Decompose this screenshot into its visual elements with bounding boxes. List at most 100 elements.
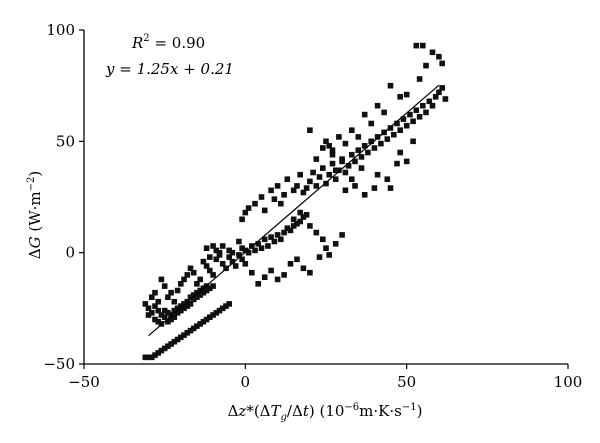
data-point	[349, 151, 355, 158]
data-point	[274, 183, 281, 189]
data-point	[342, 140, 349, 147]
data-point	[252, 200, 258, 207]
data-point	[290, 216, 297, 223]
data-point	[381, 109, 387, 116]
data-point	[168, 341, 174, 347]
data-point	[342, 169, 349, 176]
data-point	[416, 114, 423, 120]
data-point	[226, 254, 232, 260]
data-point	[152, 316, 158, 323]
data-point	[371, 145, 378, 151]
data-point	[339, 158, 345, 165]
y-tick-label: 50	[56, 132, 75, 150]
data-point	[416, 76, 423, 82]
data-point	[158, 276, 165, 283]
data-point	[165, 310, 171, 316]
data-point	[271, 196, 278, 202]
data-point	[358, 154, 365, 160]
data-point	[336, 167, 342, 174]
data-point	[229, 258, 236, 265]
data-point	[181, 332, 187, 338]
data-point	[397, 94, 403, 100]
data-point	[161, 283, 168, 289]
data-point	[161, 307, 168, 314]
data-point	[287, 261, 294, 267]
data-point	[274, 276, 281, 283]
data-point	[239, 245, 245, 251]
data-point	[368, 120, 374, 127]
data-point	[307, 269, 313, 276]
data-point	[352, 158, 358, 165]
data-point	[303, 185, 310, 191]
data-point	[297, 218, 303, 225]
data-point	[307, 127, 313, 133]
data-point	[394, 160, 400, 167]
data-point	[374, 171, 381, 178]
data-point	[242, 209, 249, 216]
data-point	[439, 60, 445, 67]
data-point	[219, 261, 226, 267]
data-point	[149, 354, 155, 361]
data-point	[200, 258, 207, 265]
data-point	[226, 301, 232, 307]
data-point	[320, 145, 326, 151]
data-point	[323, 138, 329, 145]
data-point	[142, 354, 149, 361]
y-tick-label: −50	[43, 355, 75, 373]
data-point	[255, 241, 261, 247]
data-point	[242, 261, 249, 267]
data-point	[161, 345, 168, 352]
data-point	[187, 265, 194, 272]
regression-line	[148, 84, 440, 337]
data-point	[342, 187, 349, 194]
data-point	[365, 149, 371, 156]
data-point	[197, 276, 203, 283]
data-point	[203, 316, 210, 323]
data-point	[403, 91, 410, 98]
data-point	[439, 85, 445, 91]
x-axis-ticks: −50 0 50 100	[68, 364, 582, 391]
data-point	[216, 307, 223, 314]
data-point	[181, 305, 187, 312]
data-point	[265, 243, 271, 249]
data-point	[168, 312, 174, 318]
data-point	[145, 354, 152, 361]
data-point	[332, 241, 339, 247]
equation-annotation: y = 1.25x + 0.21	[105, 60, 234, 78]
data-point	[174, 336, 181, 343]
data-point	[245, 205, 252, 211]
data-point	[361, 143, 368, 149]
data-point	[387, 82, 394, 89]
data-point	[413, 107, 420, 113]
data-point	[268, 234, 274, 240]
data-point	[310, 169, 316, 176]
data-point	[384, 176, 391, 182]
data-point	[158, 347, 165, 354]
data-point	[184, 272, 191, 278]
data-point	[313, 183, 320, 189]
data-point	[184, 330, 191, 336]
data-point	[171, 307, 178, 314]
data-point	[194, 294, 200, 300]
data-point	[442, 96, 449, 102]
data-point	[197, 292, 203, 298]
data-point	[407, 111, 413, 118]
data-point	[278, 200, 284, 207]
data-point	[184, 303, 191, 309]
data-point	[229, 249, 236, 256]
data-point	[313, 156, 320, 162]
data-point	[242, 247, 249, 254]
data-point	[316, 254, 323, 260]
data-point	[410, 138, 416, 145]
data-point	[394, 120, 400, 127]
data-point	[423, 62, 429, 69]
data-point	[145, 312, 152, 318]
data-point	[316, 174, 323, 180]
data-point	[320, 236, 326, 243]
data-point	[426, 98, 433, 105]
data-point	[161, 314, 168, 320]
r-squared-annotation: R2 = 0.90	[131, 33, 205, 52]
data-point	[213, 247, 220, 254]
data-point	[158, 312, 165, 318]
data-point	[300, 214, 307, 220]
